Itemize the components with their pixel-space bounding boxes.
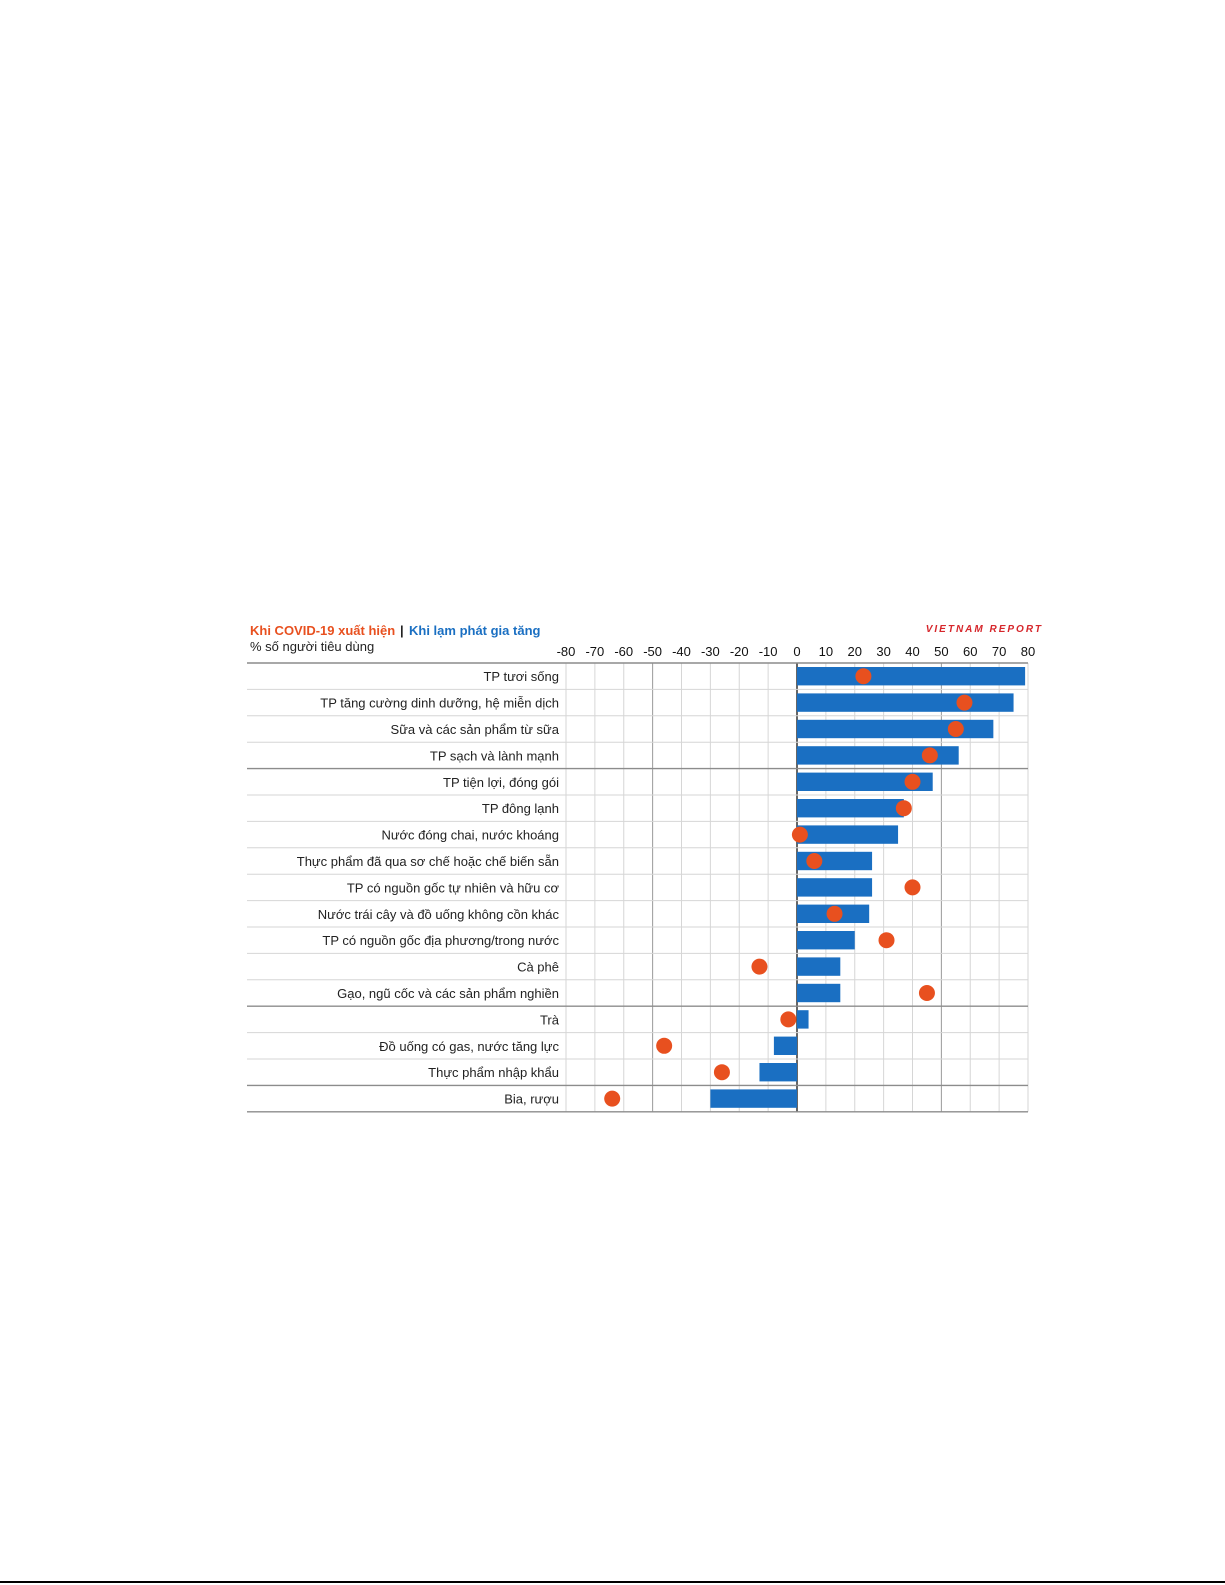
dot-covid: [604, 1090, 621, 1107]
chart-subtitle: % số người tiêu dùng: [250, 639, 374, 654]
bar-inflation: [759, 1063, 797, 1082]
x-tick-label: -70: [585, 644, 604, 659]
x-tick-label: -10: [759, 644, 778, 659]
bar-inflation: [797, 772, 933, 791]
category-label: Thực phẩm đã qua sơ chế hoặc chế biến sẵ…: [297, 854, 559, 869]
bar-inflation: [797, 799, 904, 818]
bar-inflation: [797, 1010, 809, 1029]
bar-inflation: [797, 746, 959, 765]
category-label: Cà phê: [517, 960, 559, 975]
category-label: TP sạch và lành mạnh: [430, 748, 559, 763]
category-label: TP có nguồn gốc tự nhiên và hữu cơ: [347, 880, 560, 895]
category-label: TP tăng cường dinh dưỡng, hệ miễn dịch: [320, 696, 559, 711]
dot-covid: [855, 668, 872, 685]
x-tick-label: -30: [701, 644, 720, 659]
bar-inflation: [797, 825, 899, 844]
bar-inflation: [797, 719, 994, 739]
category-label: Sữa và các sản phẩm từ sữa: [391, 722, 560, 737]
category-label: TP tươi sống: [483, 669, 559, 684]
legend-covid-label: Khi COVID-19 xuất hiện: [250, 623, 395, 638]
x-tick-label: -20: [730, 644, 749, 659]
category-label: TP có nguồn gốc địa phương/trong nước: [322, 933, 559, 948]
bar-inflation: [710, 1089, 797, 1108]
dot-covid: [921, 747, 938, 764]
dot-covid: [904, 879, 921, 896]
x-tick-label: 10: [819, 644, 833, 659]
category-label: Bia, rượu: [504, 1092, 559, 1107]
dot-covid: [751, 958, 768, 975]
dot-covid: [656, 1037, 673, 1054]
bar-inflation: [797, 693, 1014, 712]
dot-covid: [878, 932, 895, 949]
x-tick-label: -60: [614, 644, 633, 659]
x-tick-label: 70: [992, 644, 1006, 659]
x-tick-label: 20: [848, 644, 862, 659]
bar-inflation: [797, 957, 841, 976]
dot-covid: [713, 1064, 730, 1081]
dot-covid: [904, 773, 921, 790]
category-label: TP tiện lợi, đóng gói: [443, 775, 559, 790]
category-label: Thực phẩm nhập khẩu: [428, 1065, 559, 1080]
x-tick-label: 40: [905, 644, 919, 659]
plot-area: -80 -70 -60 -50 -40 -30 -20 -10 0 10 20 30 40 50 60 70 8…: [247, 644, 1035, 1113]
dot-covid: [895, 800, 912, 817]
dot-covid: [956, 694, 973, 711]
dot-covid: [918, 985, 935, 1001]
x-tick-label: -80: [557, 644, 576, 659]
dot-covid: [947, 721, 964, 737]
category-label: Gạo, ngũ cốc và các sản phẩm nghiền: [337, 986, 559, 1001]
x-tick-label: 50: [934, 644, 948, 659]
bar-inflation: [797, 983, 841, 1003]
legend-separator: |: [400, 623, 404, 638]
dot-covid: [806, 853, 823, 869]
brand-logo: VIETNAM REPORT: [926, 624, 1043, 635]
x-tick-label: 30: [876, 644, 890, 659]
x-tick-label: 60: [963, 644, 977, 659]
dot-covid: [780, 1011, 797, 1028]
x-tick-label: -50: [643, 644, 662, 659]
dot-covid: [791, 826, 808, 843]
category-label: Đồ uống có gas, nước tăng lực: [379, 1039, 559, 1054]
x-tick-label: -40: [672, 644, 691, 659]
bar-inflation: [797, 878, 873, 897]
bar-inflation: [797, 931, 855, 950]
bar-inflation: [797, 667, 1026, 686]
x-tick-label: 0: [793, 644, 800, 659]
page-footer-rule: [0, 1581, 1225, 1583]
category-label: Trà: [540, 1012, 560, 1027]
bar-inflation: [773, 1036, 797, 1055]
legend-inflation-label: Khi lạm phát gia tăng: [409, 623, 541, 638]
category-label: Nước đóng chai, nước khoáng: [381, 828, 559, 843]
dot-covid: [826, 905, 843, 922]
x-tick-label: 80: [1021, 644, 1035, 659]
category-label: Nước trái cây và đồ uống không cồn khác: [318, 907, 560, 922]
category-label: TP đông lạnh: [482, 801, 559, 816]
